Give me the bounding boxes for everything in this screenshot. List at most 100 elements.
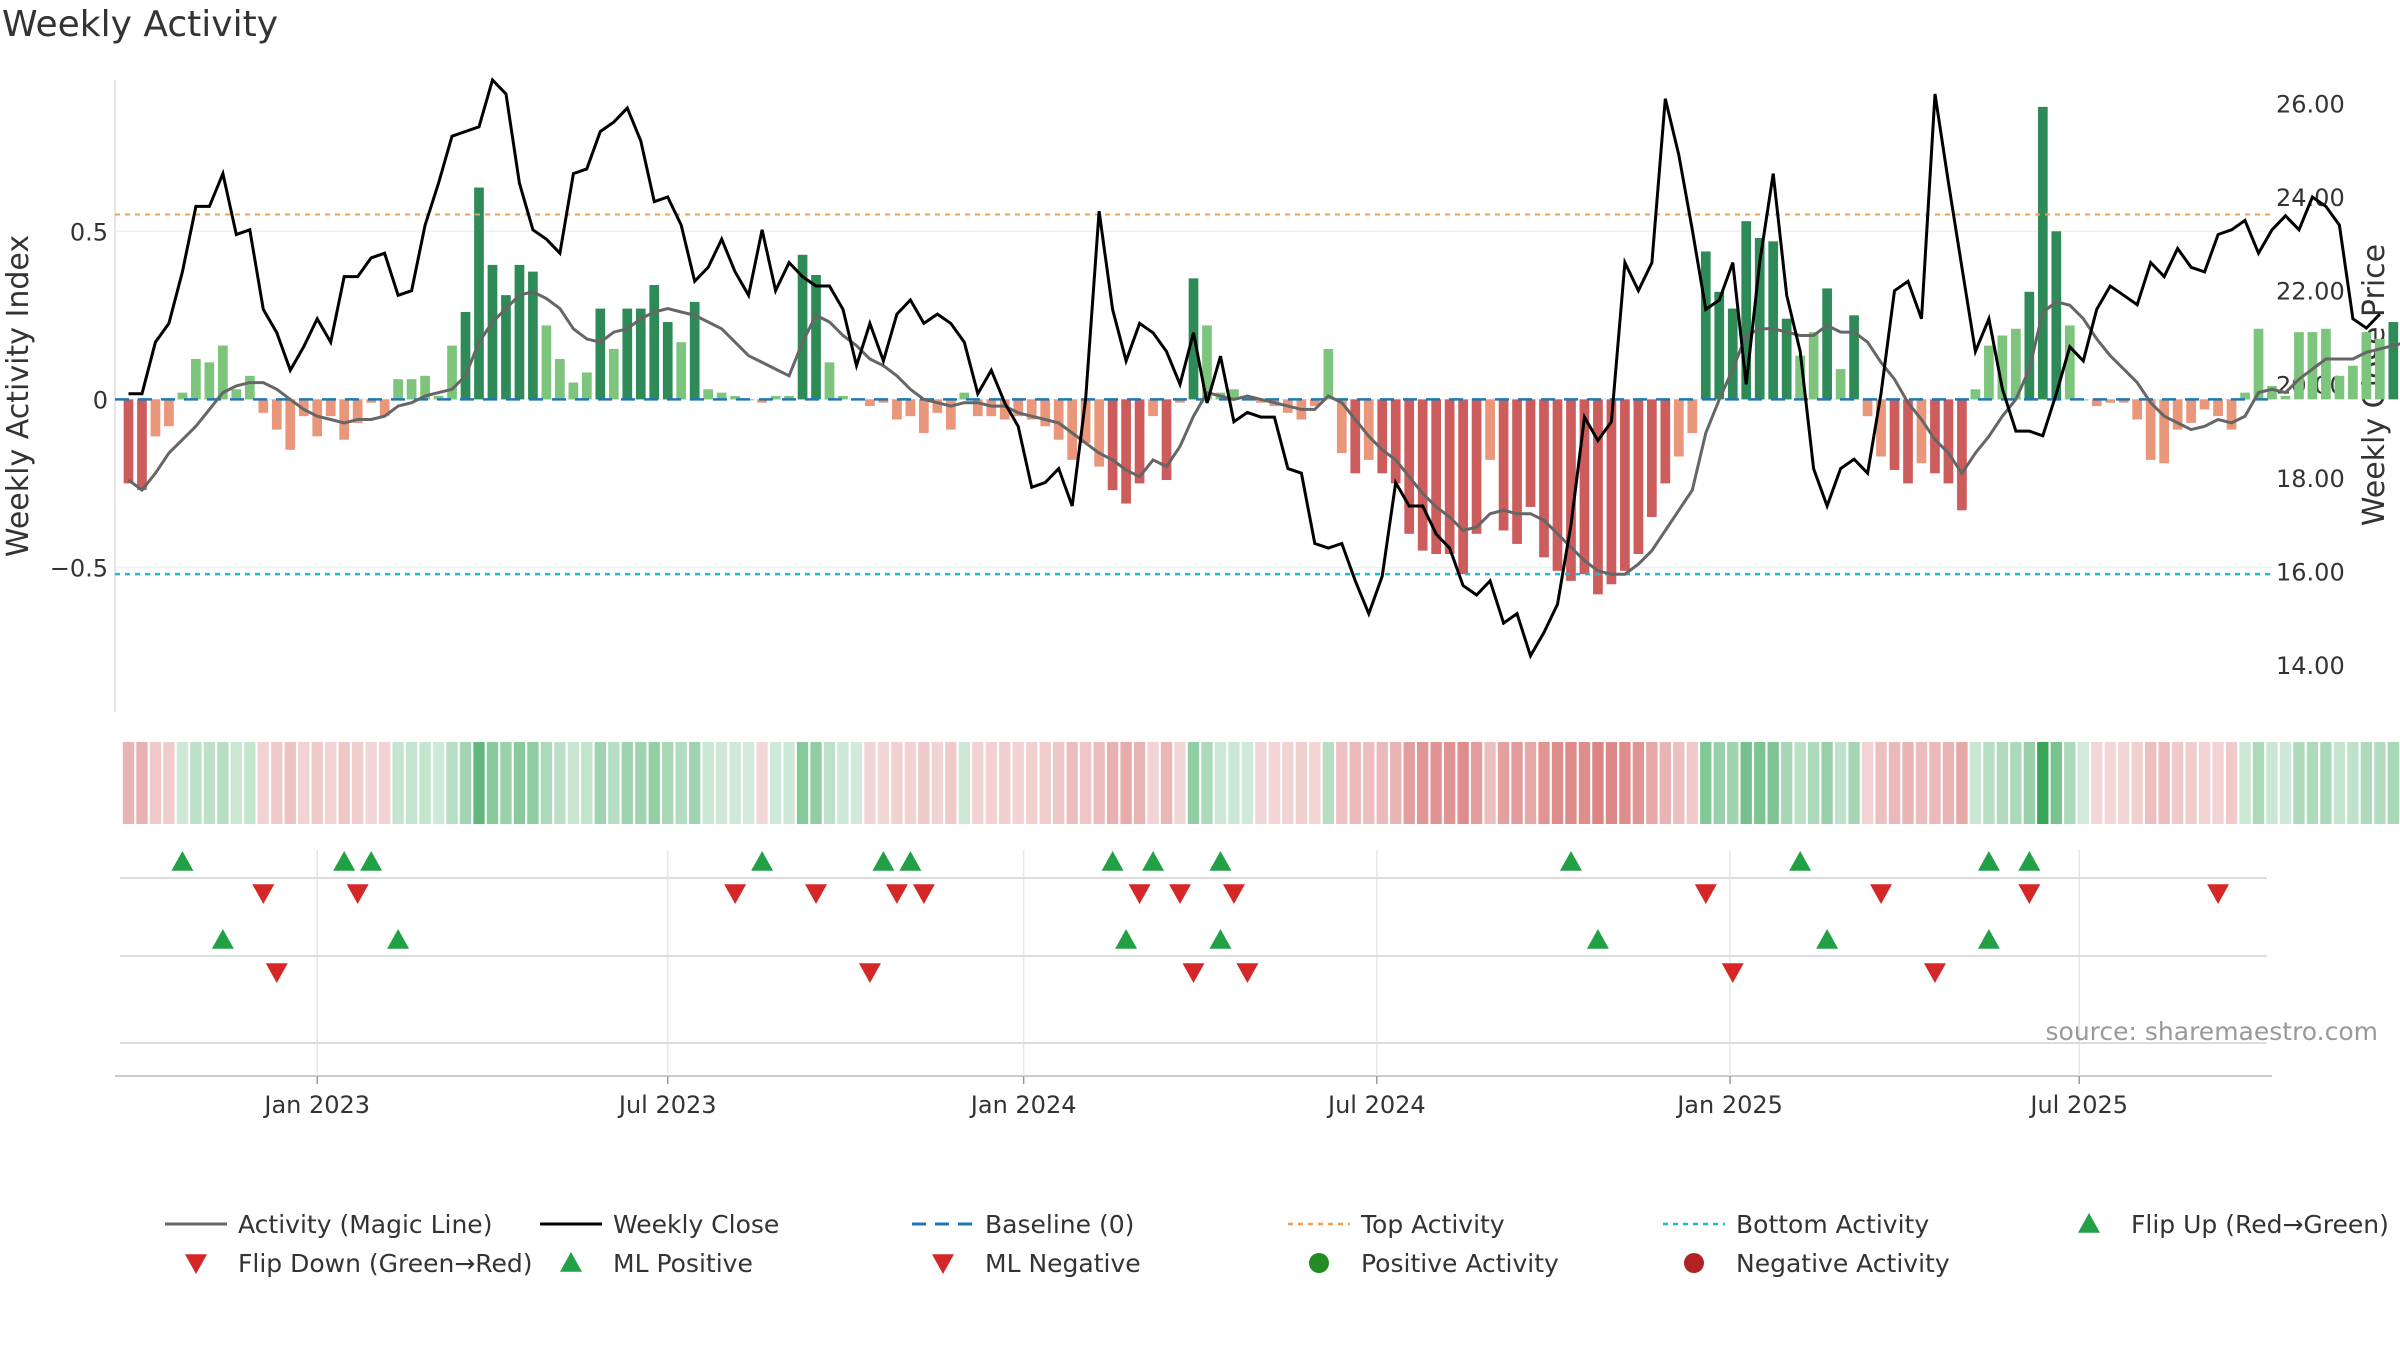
activity-bar [1620, 399, 1630, 571]
heat-strip-cell [823, 742, 836, 824]
activity-bar [2253, 328, 2264, 400]
activity-bar [1444, 399, 1455, 554]
activity-bar [447, 345, 457, 400]
ml-negative-marker [1721, 963, 1744, 983]
activity-bar [1795, 355, 1806, 400]
activity-bar [595, 308, 606, 400]
heat-strip-cell [1727, 742, 1739, 824]
flip-down-marker [724, 884, 747, 904]
activity-bar [2348, 365, 2358, 400]
activity-bar [1741, 221, 1752, 400]
left-y-tick-label: 0.5 [70, 218, 108, 246]
activity-bar [1309, 399, 1320, 407]
x-tick-label: Jan 2024 [969, 1091, 1077, 1119]
activity-bar [1148, 399, 1158, 417]
activity-bar [1229, 389, 1239, 400]
heat-strip-cell [2037, 742, 2049, 824]
activity-bar [1417, 399, 1428, 551]
activity-bar [541, 325, 552, 400]
heat-strip-cell [2118, 742, 2130, 824]
flip-up-marker [899, 851, 922, 871]
activity-bar [406, 379, 417, 400]
heat-strip-cell [1659, 742, 1672, 824]
x-tick-label: Jan 2023 [262, 1091, 370, 1119]
activity-bar [1525, 399, 1536, 507]
heat-strip-cell [1686, 742, 1698, 824]
heat-strip-cell [405, 742, 418, 824]
heat-strip-cell [176, 742, 189, 824]
heat-strip-cell [904, 742, 917, 824]
heat-strip-cell [958, 742, 970, 824]
heat-strip-cell [325, 742, 337, 824]
activity-bar [1404, 399, 1415, 534]
heat-strip-cell [1322, 742, 1334, 824]
heat-strip-cell [2347, 742, 2359, 824]
activity-bar [2388, 322, 2399, 400]
heat-strip-cell [918, 742, 930, 824]
activity-bar [649, 285, 660, 400]
heat-strip-cell [1902, 742, 1914, 824]
heat-strip-cell [1861, 742, 1874, 824]
activity-bar [1903, 399, 1913, 484]
heat-strip-cell [2050, 742, 2062, 824]
activity-bar [892, 399, 902, 420]
heat-strip-cell [2320, 742, 2332, 824]
heat-strip-cell [567, 742, 580, 824]
heat-strip-cell [729, 742, 741, 824]
heat-strip-cell [163, 742, 175, 824]
heat-strip-cell [769, 742, 782, 824]
magic-line [127, 290, 2400, 576]
flip-down-marker [2207, 884, 2230, 904]
activity-bar [784, 396, 794, 400]
activity-bar [2213, 399, 2223, 417]
activity-bar [379, 399, 390, 417]
flip-up-marker [171, 851, 194, 871]
heat-strip-cell [1147, 742, 1159, 824]
activity-bar [2105, 399, 2116, 403]
heat-strip-cell [244, 742, 256, 824]
heat-strip-cell [1996, 742, 2009, 824]
heat-strip-cell [554, 742, 566, 824]
heat-strip-cell [311, 742, 323, 824]
activity-bar [474, 187, 484, 400]
right-y-tick-label: 18.00 [2276, 465, 2345, 493]
flip-up-marker [751, 851, 774, 871]
heat-strip-cell [1673, 742, 1685, 824]
activity-bar [838, 396, 848, 400]
heat-strip-cell [2212, 742, 2224, 824]
activity-bar [1013, 399, 1024, 417]
activity-bar [972, 399, 983, 417]
activity-bar [1121, 399, 1131, 504]
heat-strip-cell [594, 742, 606, 824]
heat-strip-cell [1807, 742, 1820, 824]
legend-label: Flip Up (Red→Green) [2131, 1210, 2389, 1239]
flip-down-marker [805, 884, 828, 904]
activity-bar [1040, 399, 1051, 427]
heat-strip-cell [1551, 742, 1564, 824]
heat-strip-cell [2306, 742, 2319, 824]
activity-bar [191, 359, 201, 400]
heat-strip-cell [1632, 742, 1645, 824]
heat-strip-cell [675, 742, 687, 824]
legend-label: Negative Activity [1736, 1249, 1950, 1278]
heat-strip-cell [2158, 742, 2170, 824]
activity-bar [1390, 399, 1401, 484]
activity-bar [1094, 399, 1104, 467]
activity-bar [1134, 399, 1145, 484]
heat-strip-cell [1565, 742, 1577, 824]
heat-strip-cell [1592, 742, 1604, 824]
activity-bar [1660, 399, 1671, 484]
activity-bar [2361, 332, 2372, 400]
left-y-tick-label: −0.5 [50, 554, 108, 582]
activity-bar [1363, 399, 1374, 460]
activity-bar [514, 264, 525, 400]
heat-strip-cell [1969, 742, 1982, 824]
activity-bar [2091, 399, 2102, 407]
activity-bar [1916, 399, 1927, 464]
heat-strip-cell [1794, 742, 1806, 824]
flip-down-marker [1694, 884, 1717, 904]
activity-bar [662, 322, 673, 400]
activity-bar [1822, 288, 1832, 400]
activity-bar [905, 399, 916, 417]
legend-swatch [1309, 1253, 1329, 1273]
